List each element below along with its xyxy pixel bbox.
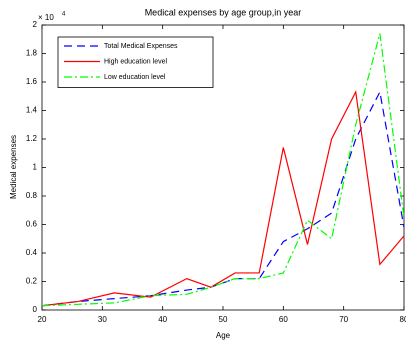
x-tick-label: 30 [98, 315, 107, 324]
x-tick-label: 50 [219, 315, 228, 324]
y-multiplier-exponent: 4 [62, 12, 66, 18]
y-axis-label: Medical expenses [9, 135, 18, 199]
series-line [41, 90, 405, 307]
y-tick-label: 1.6 [26, 77, 38, 86]
y-tick-label: 0.4 [26, 248, 38, 257]
chart-title: Medical expenses by age group,in year [145, 7, 302, 17]
legend-label: High education level [104, 58, 167, 65]
x-tick-label: 60 [279, 315, 288, 324]
y-tick-label: 0.2 [26, 277, 38, 286]
series-line [41, 90, 405, 307]
x-tick-label: 70 [339, 315, 348, 324]
y-tick-label: 2 [33, 20, 38, 29]
series-line [41, 33, 405, 307]
y-tick-label: 0 [33, 305, 38, 314]
x-tick-label: 40 [158, 315, 167, 324]
legend-label: Total Medical Expenses [104, 43, 178, 50]
y-tick-label: 0.6 [26, 220, 38, 229]
y-tick-label: 1 [33, 163, 38, 172]
y-tick-label: 1.4 [26, 106, 38, 115]
y-tick-label: 1.2 [26, 134, 38, 143]
y-multiplier: × 10 [38, 13, 54, 22]
y-tick-label: 0.8 [26, 191, 38, 200]
legend-label: Low education level [104, 74, 166, 81]
x-tick-label: 80 [400, 315, 406, 324]
y-tick-label: 1.8 [26, 49, 38, 58]
x-axis-label: Age [216, 331, 231, 340]
x-tick-label: 20 [38, 315, 47, 324]
